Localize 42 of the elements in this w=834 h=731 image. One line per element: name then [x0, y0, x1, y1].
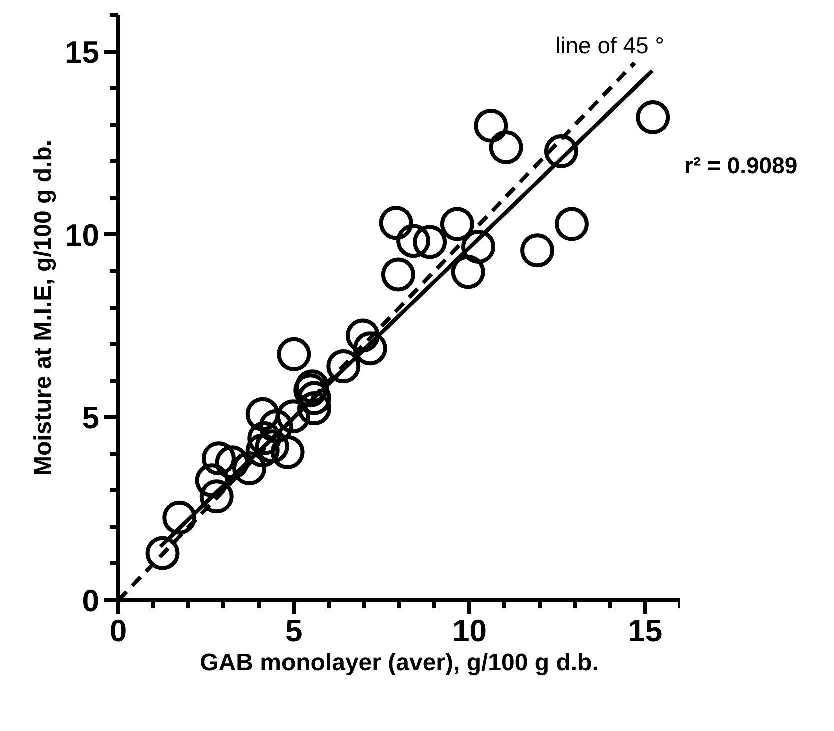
text: r² = 0.9089: [684, 152, 798, 178]
point: [474, 108, 508, 143]
point: [200, 480, 234, 514]
point: [346, 318, 380, 353]
point: [353, 332, 388, 366]
x-tick-label: 0: [110, 614, 128, 648]
point: [396, 224, 431, 258]
point: [520, 234, 555, 268]
point: [636, 100, 670, 134]
point: [554, 207, 589, 242]
point: [379, 206, 414, 240]
y-tick-label: 10: [65, 218, 100, 253]
point: [489, 130, 524, 164]
point: [246, 397, 280, 432]
point: [440, 207, 474, 242]
point: [255, 430, 290, 464]
y-tick-label: 5: [82, 400, 100, 436]
x-tick-label: 5: [286, 614, 303, 648]
annotation: line of 45 °: [556, 32, 664, 58]
y-tick-label: 0: [82, 584, 100, 618]
point: [413, 225, 448, 260]
point: [451, 255, 486, 290]
point: [326, 350, 361, 384]
point: [276, 400, 310, 434]
point: [215, 446, 250, 480]
point: [146, 536, 180, 570]
point: [297, 381, 332, 416]
point: [462, 230, 496, 264]
point: [195, 464, 230, 498]
point: [297, 392, 332, 426]
point: [277, 337, 312, 372]
x-tick-label: 15: [628, 614, 663, 648]
y-axis-title: Moisture at M.I.E, g/100 g d.b.: [30, 140, 58, 476]
point: [232, 452, 267, 486]
point: [270, 435, 305, 470]
point: [381, 258, 416, 292]
y-tick-label: 15: [65, 35, 100, 70]
point: [544, 134, 578, 168]
point: [162, 500, 197, 535]
point: [202, 442, 236, 476]
x-tick-label: 10: [452, 614, 487, 648]
x-axis-title: GAB monolayer (aver), g/100 g d.b.: [200, 650, 599, 676]
